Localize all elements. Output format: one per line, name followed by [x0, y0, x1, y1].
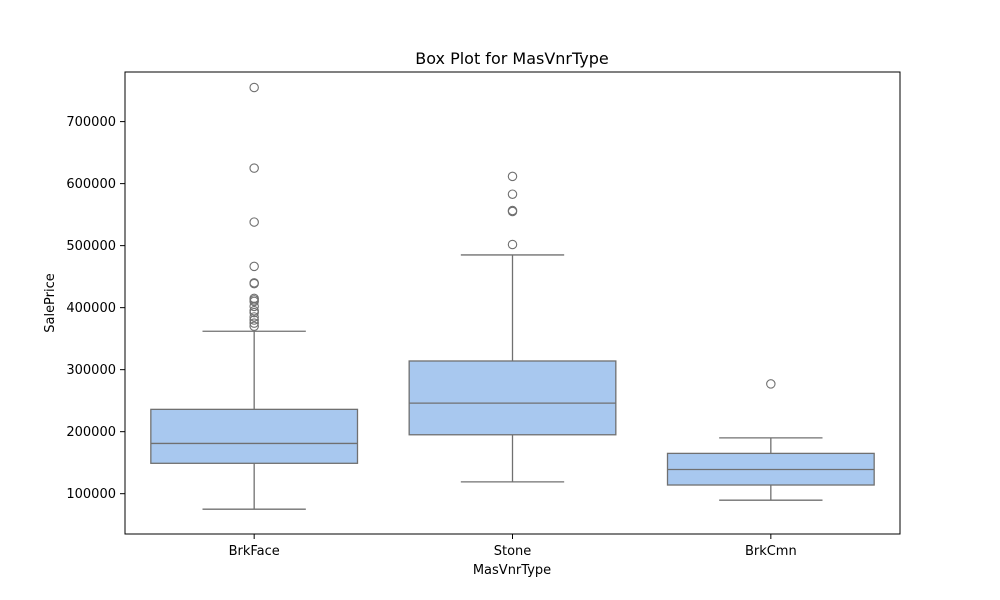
outlier-point	[249, 278, 259, 289]
outlier-point	[249, 315, 259, 325]
outlier-point	[507, 239, 518, 250]
y-axis-label: SalePrice	[43, 273, 58, 333]
outlier-point	[766, 379, 776, 389]
box-group-brkcmn	[666, 379, 875, 501]
outlier-point	[507, 171, 518, 182]
outlier-point	[249, 307, 259, 318]
box-group-stone	[408, 171, 617, 483]
x-tick-label: Stone	[494, 544, 532, 559]
outlier-point	[249, 82, 259, 93]
y-tick-label: 600000	[66, 177, 116, 192]
x-axis-label: MasVnrType	[473, 563, 551, 578]
x-tick-label: BrkCmn	[745, 544, 797, 559]
box-group-brkface	[150, 82, 359, 510]
outlier-point	[249, 296, 259, 307]
y-tick-label: 700000	[66, 115, 116, 130]
plot-area	[150, 82, 875, 510]
y-tick-label: 100000	[66, 487, 116, 502]
chart-title: Box Plot for MasVnrType	[415, 49, 609, 68]
outlier-point	[249, 321, 259, 332]
outlier-point	[249, 163, 259, 173]
outlier-point	[249, 217, 259, 227]
y-tick-label: 500000	[66, 239, 116, 254]
outlier-point	[249, 301, 259, 312]
outlier-point	[249, 312, 259, 322]
y-tick-label: 400000	[66, 301, 116, 316]
iqr-box	[408, 360, 617, 436]
x-tick-label: BrkFace	[229, 544, 280, 559]
iqr-box	[150, 408, 359, 464]
y-tick-label: 300000	[66, 363, 116, 378]
outlier-point	[249, 261, 259, 272]
y-tick-label: 200000	[66, 425, 116, 440]
outlier-point	[507, 189, 518, 199]
outlier-point	[249, 318, 259, 328]
outlier-point	[507, 206, 518, 217]
